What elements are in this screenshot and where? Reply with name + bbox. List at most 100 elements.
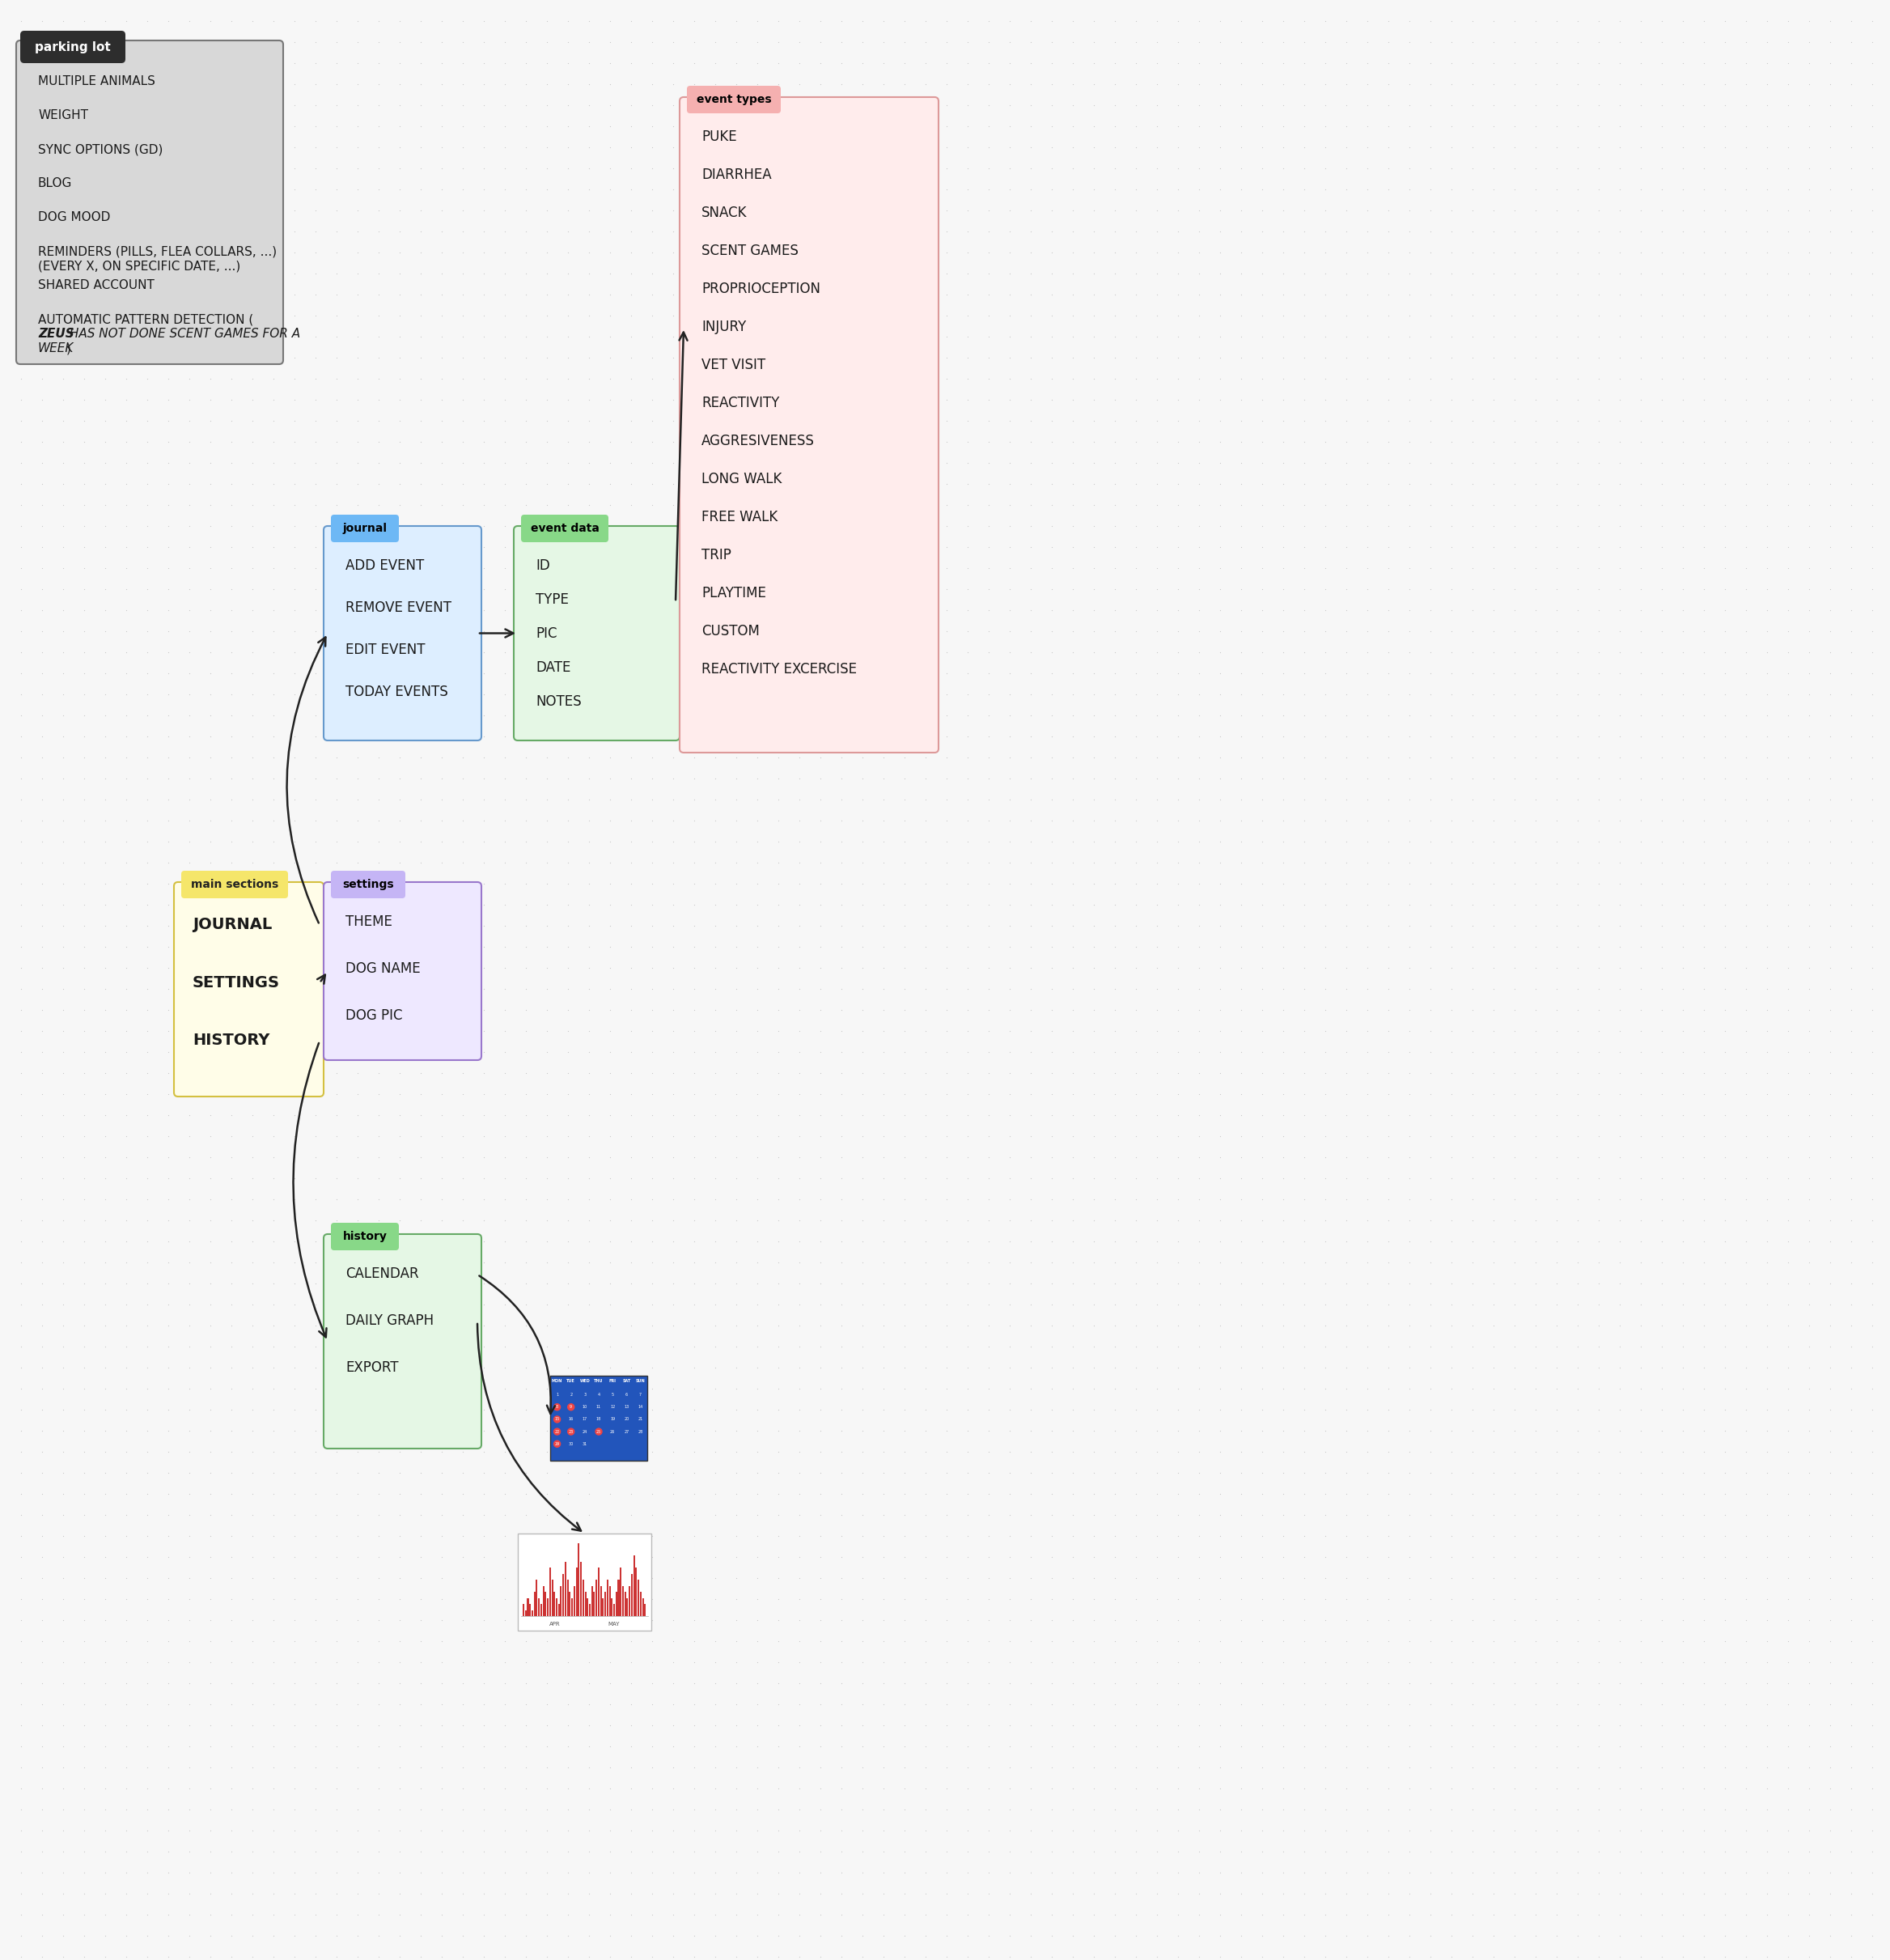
Text: 25: 25 [595,1429,601,1433]
Text: SUN: SUN [635,1380,644,1384]
Text: BLOG: BLOG [38,176,72,190]
FancyBboxPatch shape [174,882,323,1096]
Text: 4: 4 [597,1394,599,1397]
Circle shape [554,1441,559,1446]
Text: SCENT GAMES: SCENT GAMES [701,243,798,259]
Text: 11: 11 [595,1405,601,1409]
Text: history: history [342,1231,387,1243]
Text: DIARRHEA: DIARRHEA [701,167,771,182]
Text: 5: 5 [610,1394,614,1397]
FancyBboxPatch shape [331,870,404,898]
Text: AUTOMATIC PATTERN DETECTION (: AUTOMATIC PATTERN DETECTION ( [38,314,253,325]
Text: NOTES: NOTES [535,694,582,710]
Text: REMOVE EVENT: REMOVE EVENT [346,600,452,615]
Text: SHARED ACCOUNT: SHARED ACCOUNT [38,278,155,292]
FancyBboxPatch shape [522,515,609,543]
Circle shape [554,1429,559,1435]
FancyBboxPatch shape [323,882,482,1060]
Text: PROPRIOCEPTION: PROPRIOCEPTION [701,282,820,296]
Text: 7: 7 [639,1394,641,1397]
Text: WEIGHT: WEIGHT [38,110,89,122]
Text: DATE: DATE [535,661,571,674]
Text: REACTIVITY: REACTIVITY [701,396,779,410]
Text: 10: 10 [582,1405,588,1409]
Text: DAILY GRAPH: DAILY GRAPH [346,1313,435,1329]
Text: ID: ID [535,559,550,572]
Text: MON: MON [552,1380,563,1384]
Circle shape [554,1417,559,1423]
Text: TRIP: TRIP [701,549,731,563]
Text: HISTORY: HISTORY [193,1033,270,1049]
Text: VET VISIT: VET VISIT [701,357,765,372]
FancyBboxPatch shape [331,1223,399,1250]
FancyBboxPatch shape [331,515,399,543]
Text: 24: 24 [582,1429,588,1433]
Text: WEEK: WEEK [38,343,74,355]
Text: JOURNAL: JOURNAL [193,917,272,933]
Text: THEME: THEME [346,915,393,929]
Text: CALENDAR: CALENDAR [346,1266,420,1282]
Text: 13: 13 [624,1405,629,1409]
Text: TODAY EVENTS: TODAY EVENTS [346,684,448,700]
Text: 29: 29 [554,1443,559,1446]
Text: PUKE: PUKE [701,129,737,143]
Text: 12: 12 [610,1405,614,1409]
FancyBboxPatch shape [323,525,482,741]
Text: 8: 8 [556,1405,558,1409]
FancyBboxPatch shape [17,41,284,365]
Text: TYPE: TYPE [535,592,569,608]
FancyBboxPatch shape [518,1533,652,1631]
Text: AGGRESIVENESS: AGGRESIVENESS [701,433,815,449]
Text: CUSTOM: CUSTOM [701,623,760,639]
Text: 18: 18 [595,1417,601,1421]
Text: 3: 3 [584,1394,586,1397]
Text: SAT: SAT [622,1380,631,1384]
Text: MAY: MAY [609,1621,620,1627]
Text: SYNC OPTIONS (GD): SYNC OPTIONS (GD) [38,143,163,155]
Text: DOG PIC: DOG PIC [346,1007,403,1023]
Text: 16: 16 [569,1417,573,1421]
Text: HAS NOT DONE SCENT GAMES FOR A: HAS NOT DONE SCENT GAMES FOR A [66,327,301,339]
Text: INJURY: INJURY [701,319,747,335]
Text: 9: 9 [569,1405,573,1409]
Text: event data: event data [531,523,599,535]
Text: FRI: FRI [609,1380,616,1384]
Text: WED: WED [580,1380,590,1384]
Circle shape [595,1429,601,1435]
Text: MULTIPLE ANIMALS: MULTIPLE ANIMALS [38,74,155,88]
Text: parking lot: parking lot [34,41,112,53]
Text: ZEUS: ZEUS [38,327,74,339]
FancyBboxPatch shape [323,1235,482,1448]
Text: ): ) [66,343,72,355]
Text: 27: 27 [624,1429,629,1433]
Circle shape [567,1403,575,1411]
Text: EXPORT: EXPORT [346,1360,399,1374]
Text: APR: APR [550,1621,561,1627]
Circle shape [567,1429,575,1435]
FancyBboxPatch shape [686,86,781,114]
Text: 17: 17 [582,1417,588,1421]
Text: SETTINGS: SETTINGS [193,974,280,990]
FancyBboxPatch shape [680,98,939,753]
Text: 21: 21 [637,1417,643,1421]
Text: 26: 26 [610,1429,614,1433]
Text: LONG WALK: LONG WALK [701,472,782,486]
Text: FREE WALK: FREE WALK [701,510,777,525]
Text: 14: 14 [637,1405,643,1409]
Text: DOG MOOD: DOG MOOD [38,212,110,223]
Text: 22: 22 [554,1429,559,1433]
Text: 31: 31 [582,1443,588,1446]
Text: 19: 19 [610,1417,614,1421]
Text: 30: 30 [569,1443,573,1446]
Text: main sections: main sections [191,878,278,890]
Text: (EVERY X, ON SPECIFIC DATE, ...): (EVERY X, ON SPECIFIC DATE, ...) [38,261,240,272]
Text: REACTIVITY EXCERCISE: REACTIVITY EXCERCISE [701,662,856,676]
Text: ADD EVENT: ADD EVENT [346,559,423,572]
Text: 23: 23 [569,1429,573,1433]
Text: journal: journal [342,523,387,535]
Text: 28: 28 [637,1429,643,1433]
Text: PLAYTIME: PLAYTIME [701,586,765,600]
Text: SNACK: SNACK [701,206,747,220]
Text: PIC: PIC [535,627,558,641]
Text: TUE: TUE [567,1380,575,1384]
